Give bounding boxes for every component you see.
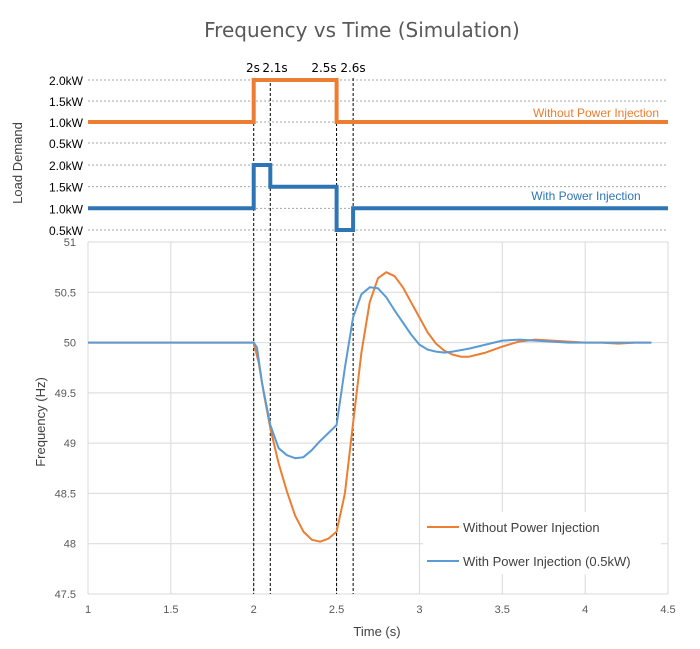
y-axis-label: Frequency (Hz) [33,377,48,467]
x-tick-label: 1.5 [163,604,178,616]
y-tick-label: 48.5 [55,488,76,500]
y-tick-label: 50 [64,338,76,350]
x-tick-label: 2.5 [329,604,344,616]
legend-label-without: Without Power Injection [463,520,600,535]
legend-label-with: With Power Injection (0.5kW) [463,554,631,569]
chart-title: Frequency vs Time (Simulation) [204,18,520,42]
y-tick-label: 49.5 [55,388,76,400]
load-step-with [88,163,668,232]
x-tick-label: 4.5 [660,604,675,616]
load-series-label-without: Without Power Injection [533,106,659,120]
y-tick-label: 50.5 [55,287,76,299]
series-line-without [88,271,652,543]
y-tick-label: 51 [64,237,76,249]
load-tick-label-with: 2.0kW [49,159,84,173]
x-tick-label: 3 [416,604,422,616]
load-tick-label-without: 1.5kW [49,95,84,109]
load-tick-label-without: 0.5kW [49,137,84,151]
load-tick-label-without: 1.0kW [49,116,84,130]
y-tick-label: 47.5 [55,589,76,601]
x-tick-label: 4 [582,604,588,616]
load-tick-label-with: 1.5kW [49,181,84,195]
event-label: 2s [246,61,260,75]
load-tick-label-with: 0.5kW [49,224,84,238]
series-line-with [88,286,652,460]
load-demand-label: Load Demand [10,122,25,204]
event-label: 2.5s [311,61,336,75]
event-label: 2.6s [340,61,365,75]
load-tick-label-without: 2.0kW [49,74,84,88]
load-step-without [88,78,668,124]
y-tick-label: 48 [64,539,76,551]
y-tick-label: 49 [64,438,76,450]
x-axis-label: Time (s) [353,624,400,639]
legend-box [423,512,661,574]
load-series-label-with: With Power Injection [531,189,640,203]
event-label: 2.1s [262,61,287,75]
x-tick-label: 3.5 [495,604,510,616]
load-tick-label-with: 1.0kW [49,202,84,216]
x-tick-label: 2 [251,604,257,616]
x-tick-label: 1 [85,604,91,616]
